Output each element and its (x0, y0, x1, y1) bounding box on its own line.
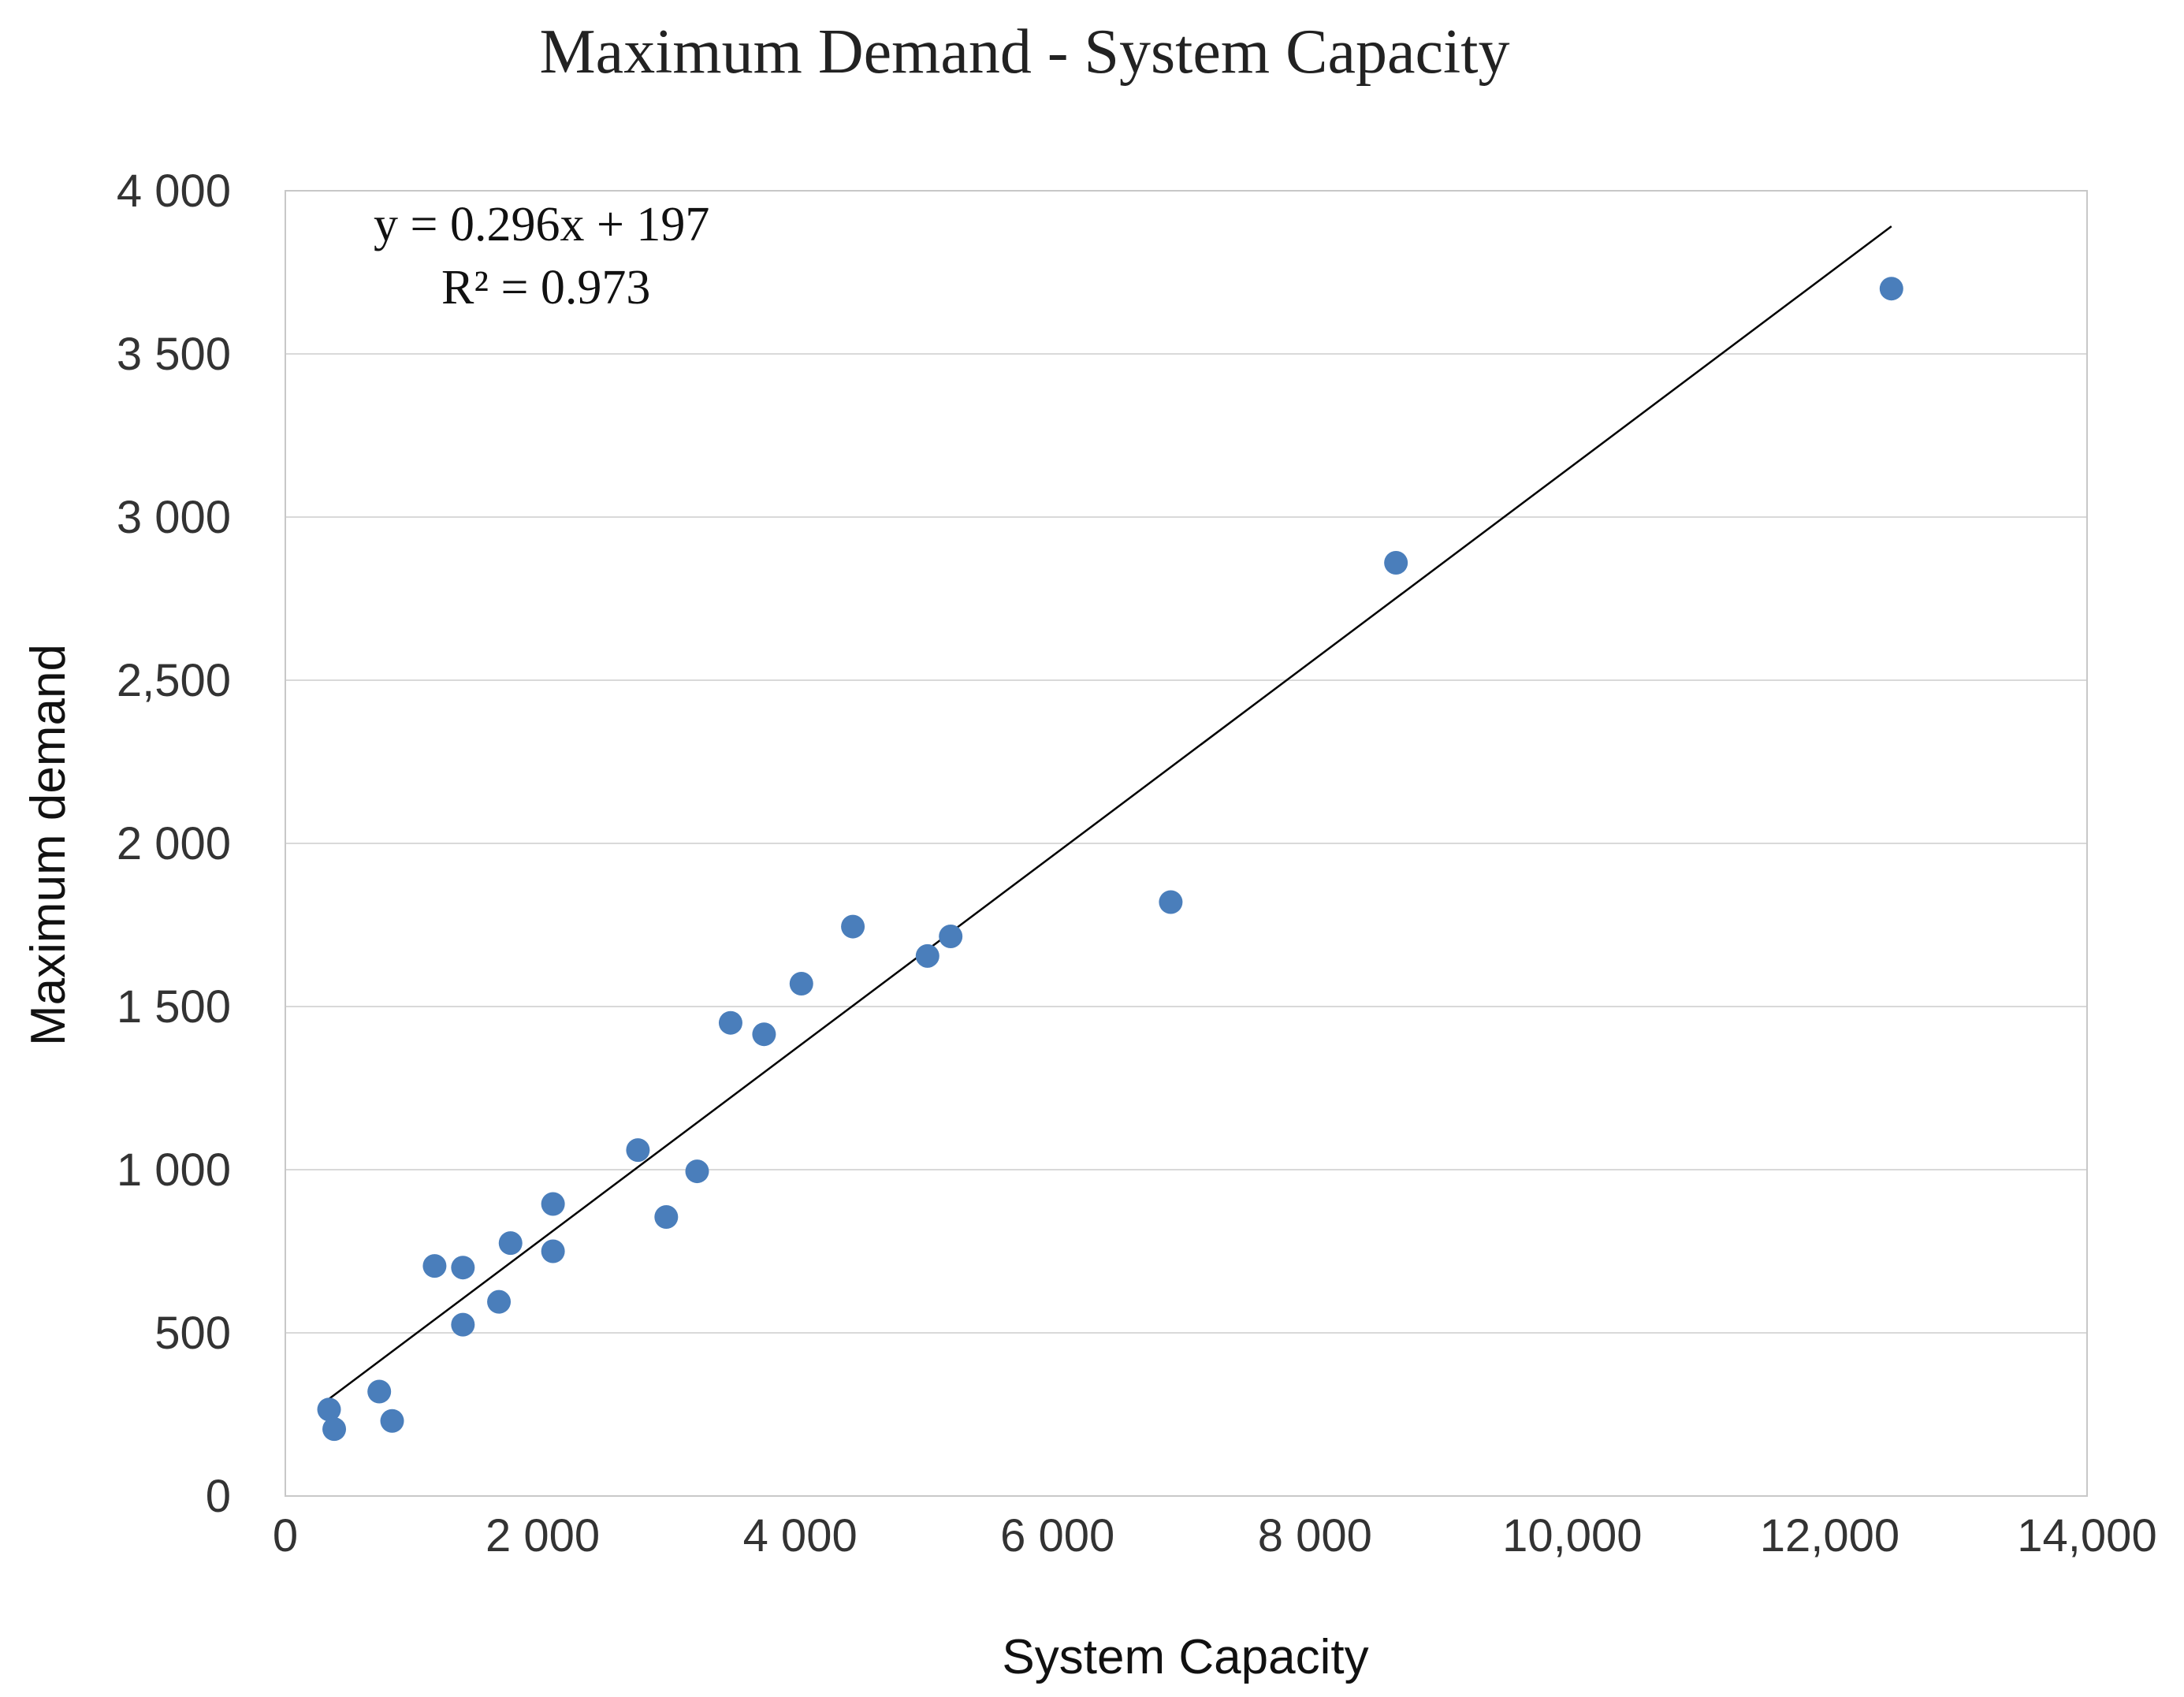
data-point (422, 1254, 447, 1278)
x-tick-label: 6 000 (1000, 1510, 1114, 1561)
gridlines (285, 190, 2087, 1497)
data-point (752, 1022, 776, 1047)
data-point (317, 1397, 341, 1422)
y-tick-label: 3 500 (117, 329, 231, 380)
data-point (1159, 890, 1183, 914)
data-point (487, 1289, 512, 1314)
x-axis-tick-labels: 0 2 000 4 000 6 000 8 000 10,000 12,000 14,000 (273, 1510, 2157, 1561)
data-point (451, 1312, 475, 1337)
x-tick-label: 4 000 (743, 1510, 858, 1561)
x-axis-label: System Capacity (1002, 1630, 1368, 1684)
data-point (626, 1138, 650, 1163)
y-tick-label: 2 000 (117, 818, 231, 869)
trendline (328, 225, 1892, 1400)
y-tick-label: 2,500 (117, 655, 231, 706)
plot-area-border (285, 190, 2088, 1497)
data-point (1384, 550, 1408, 575)
data-point (654, 1205, 679, 1230)
data-point (367, 1379, 392, 1404)
data-point (685, 1159, 709, 1184)
x-tick-label: 2 000 (486, 1510, 600, 1561)
y-tick-label: 1 000 (117, 1144, 231, 1196)
x-tick-label: 14,000 (2017, 1510, 2156, 1561)
x-tick-label: 0 (273, 1510, 298, 1561)
data-point (1879, 277, 1903, 301)
x-tick-label: 12,000 (1760, 1510, 1899, 1561)
data-point (451, 1256, 475, 1280)
trendline-r-squared: R² = 0.973 (441, 261, 650, 314)
data-point (322, 1417, 347, 1442)
y-tick-label: 500 (154, 1308, 231, 1359)
data-point (541, 1192, 565, 1216)
y-tick-label: 4 000 (117, 166, 231, 217)
data-point (939, 924, 963, 948)
y-tick-label: 3 000 (117, 492, 231, 543)
x-tick-label: 8 000 (1258, 1510, 1372, 1561)
trendline-equation: y = 0.296x + 197 (374, 198, 709, 251)
data-point (380, 1409, 404, 1433)
y-axis-label: Maximum demand (21, 644, 76, 1046)
data-points (317, 277, 1903, 1442)
data-point (541, 1239, 565, 1263)
data-point (498, 1231, 523, 1256)
data-point (915, 943, 939, 968)
y-tick-label: 1 500 (117, 981, 231, 1033)
x-tick-label: 10,000 (1502, 1510, 1642, 1561)
data-point (841, 914, 865, 939)
data-point (789, 972, 813, 996)
data-point (718, 1010, 742, 1035)
y-tick-label: 0 (206, 1471, 231, 1522)
chart-title: Maximum Demand - System Capacity (540, 17, 1510, 87)
y-axis-tick-labels: 0 500 1 000 1 500 2 000 2,500 3 000 3 500 4 000 (117, 166, 231, 1522)
